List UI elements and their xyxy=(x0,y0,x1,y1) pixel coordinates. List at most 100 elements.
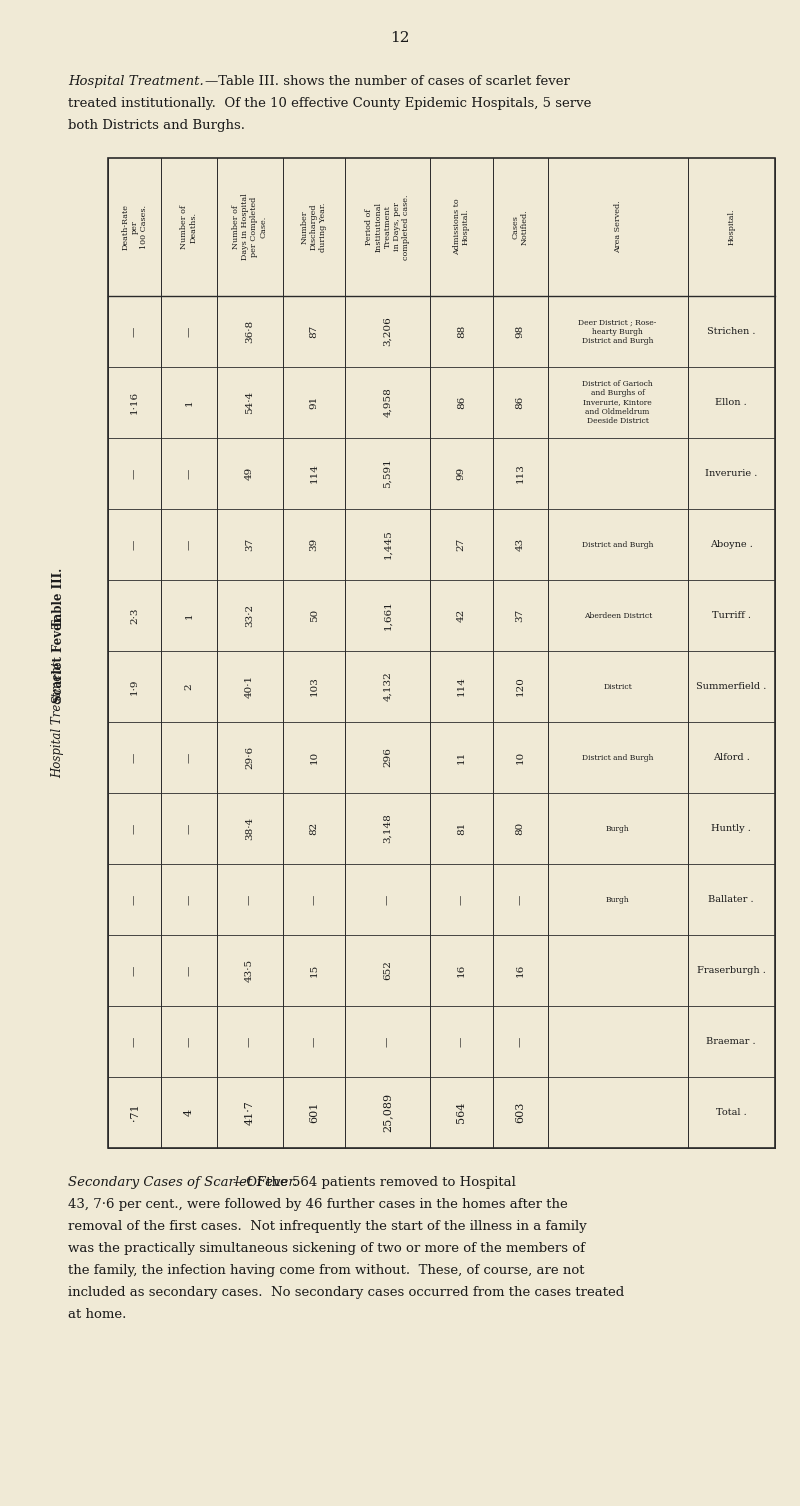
Text: 114: 114 xyxy=(457,676,466,696)
Text: 88: 88 xyxy=(457,325,466,339)
Text: 10: 10 xyxy=(516,751,525,764)
Text: 4,132: 4,132 xyxy=(383,672,392,702)
Text: 38·4: 38·4 xyxy=(245,816,254,840)
Text: Alford .: Alford . xyxy=(713,753,750,762)
Text: 2·3: 2·3 xyxy=(130,607,139,623)
Text: Huntly .: Huntly . xyxy=(711,824,751,833)
Text: District and Burgh: District and Burgh xyxy=(582,541,654,548)
Text: Number
Discharged
during Year.: Number Discharged during Year. xyxy=(301,202,327,252)
Text: 12: 12 xyxy=(390,32,410,45)
Text: 113: 113 xyxy=(516,464,525,483)
Text: —: — xyxy=(516,1036,525,1047)
Text: Turriff .: Turriff . xyxy=(712,611,750,620)
Text: 29·6: 29·6 xyxy=(245,745,254,770)
Text: 652: 652 xyxy=(383,961,392,980)
Text: 40·1: 40·1 xyxy=(245,675,254,699)
Text: —: — xyxy=(130,824,139,834)
Text: included as secondary cases.  No secondary cases occurred from the cases treated: included as secondary cases. No secondar… xyxy=(68,1286,624,1300)
Text: —: — xyxy=(245,895,254,905)
Text: 33·2: 33·2 xyxy=(245,604,254,626)
Text: 1,445: 1,445 xyxy=(383,530,392,559)
Text: Number of
Deaths.: Number of Deaths. xyxy=(180,205,198,248)
Text: Number of
Days in Hospital
per Completed
Case.: Number of Days in Hospital per Completed… xyxy=(232,194,267,261)
Text: 54·4: 54·4 xyxy=(245,392,254,414)
Text: Burgh: Burgh xyxy=(606,824,630,833)
Text: —: — xyxy=(185,753,194,762)
Text: 1·9: 1·9 xyxy=(130,678,139,694)
Text: 81: 81 xyxy=(457,822,466,836)
Text: 80: 80 xyxy=(516,822,525,836)
Text: —: — xyxy=(130,965,139,976)
Text: 82: 82 xyxy=(310,822,318,836)
Text: Strichen .: Strichen . xyxy=(707,327,755,336)
Text: Secondary Cases of Scarlet Fever.: Secondary Cases of Scarlet Fever. xyxy=(68,1176,298,1190)
Text: Burgh: Burgh xyxy=(606,896,630,904)
Text: —: — xyxy=(185,824,194,834)
Text: 50: 50 xyxy=(310,608,318,622)
Text: 120: 120 xyxy=(516,676,525,696)
Text: —: — xyxy=(310,895,318,905)
Text: 98: 98 xyxy=(516,325,525,339)
Text: Hospital Treatment.: Hospital Treatment. xyxy=(51,658,65,779)
Text: Aboyne .: Aboyne . xyxy=(710,541,753,550)
Text: at home.: at home. xyxy=(68,1309,126,1321)
Text: District: District xyxy=(603,682,632,690)
Text: the family, the infection having come from without.  These, of course, are not: the family, the infection having come fr… xyxy=(68,1264,585,1277)
Text: —Of the 564 patients removed to Hospital: —Of the 564 patients removed to Hospital xyxy=(233,1176,516,1190)
Text: —: — xyxy=(185,1036,194,1047)
Text: removal of the first cases.  Not infrequently the start of the illness in a fami: removal of the first cases. Not infreque… xyxy=(68,1220,586,1233)
Text: —: — xyxy=(383,1036,392,1047)
Text: 3,206: 3,206 xyxy=(383,316,392,346)
Text: District and Burgh: District and Burgh xyxy=(582,753,654,762)
Text: 4,958: 4,958 xyxy=(383,387,392,417)
Text: 10: 10 xyxy=(310,751,318,764)
Text: Hospital Treatment.: Hospital Treatment. xyxy=(68,75,204,87)
Text: 43, 7·6 per cent., were followed by 46 further cases in the homes after the: 43, 7·6 per cent., were followed by 46 f… xyxy=(68,1197,568,1211)
Text: —Table III. shows the number of cases of scarlet fever: —Table III. shows the number of cases of… xyxy=(205,75,570,87)
Text: 87: 87 xyxy=(310,325,318,339)
Text: treated institutionally.  Of the 10 effective County Epidemic Hospitals, 5 serve: treated institutionally. Of the 10 effec… xyxy=(68,96,591,110)
Text: Cases
Notified.: Cases Notified. xyxy=(511,209,529,245)
Text: 1,661: 1,661 xyxy=(383,601,392,631)
Text: —: — xyxy=(185,468,194,479)
Text: 43: 43 xyxy=(516,538,525,551)
Text: —: — xyxy=(185,327,194,337)
Text: 41·7: 41·7 xyxy=(245,1099,254,1125)
Text: —: — xyxy=(383,895,392,905)
Text: Braemar .: Braemar . xyxy=(706,1038,756,1047)
Text: Deer District ; Rose-
hearty Burgh
District and Burgh: Deer District ; Rose- hearty Burgh Distr… xyxy=(578,318,657,345)
Text: 15: 15 xyxy=(310,964,318,977)
Text: 2: 2 xyxy=(185,684,194,690)
Text: —: — xyxy=(185,965,194,976)
Text: —: — xyxy=(185,895,194,905)
Text: —: — xyxy=(130,895,139,905)
Text: —: — xyxy=(130,327,139,337)
Text: Aberdeen District: Aberdeen District xyxy=(583,611,652,619)
Text: 91: 91 xyxy=(310,396,318,410)
Text: —: — xyxy=(130,753,139,762)
Text: 103: 103 xyxy=(310,676,318,696)
Text: —: — xyxy=(310,1036,318,1047)
Text: 11: 11 xyxy=(457,751,466,764)
Text: Summerfield .: Summerfield . xyxy=(696,682,766,691)
Text: 99: 99 xyxy=(457,467,466,480)
Text: Admissions to
Hospital.: Admissions to Hospital. xyxy=(453,199,470,256)
Text: 43·5: 43·5 xyxy=(245,959,254,982)
Text: 37: 37 xyxy=(245,538,254,551)
Text: —: — xyxy=(130,1036,139,1047)
Text: 3,148: 3,148 xyxy=(383,813,392,843)
Text: 296: 296 xyxy=(383,747,392,768)
Text: Fraserburgh .: Fraserburgh . xyxy=(697,965,766,974)
Text: 1·16: 1·16 xyxy=(130,392,139,414)
Text: 5,591: 5,591 xyxy=(383,459,392,488)
Text: 4: 4 xyxy=(184,1108,194,1116)
Text: Inverurie .: Inverurie . xyxy=(705,468,758,477)
Text: was the practically simultaneous sickening of two or more of the members of: was the practically simultaneous sickeni… xyxy=(68,1242,585,1254)
Text: —: — xyxy=(130,468,139,479)
Text: 564: 564 xyxy=(456,1102,466,1123)
Text: 601: 601 xyxy=(309,1102,319,1123)
Text: 39: 39 xyxy=(310,538,318,551)
Text: Ballater .: Ballater . xyxy=(709,895,754,904)
Bar xyxy=(108,158,775,1148)
Text: Area Served.: Area Served. xyxy=(614,200,622,253)
